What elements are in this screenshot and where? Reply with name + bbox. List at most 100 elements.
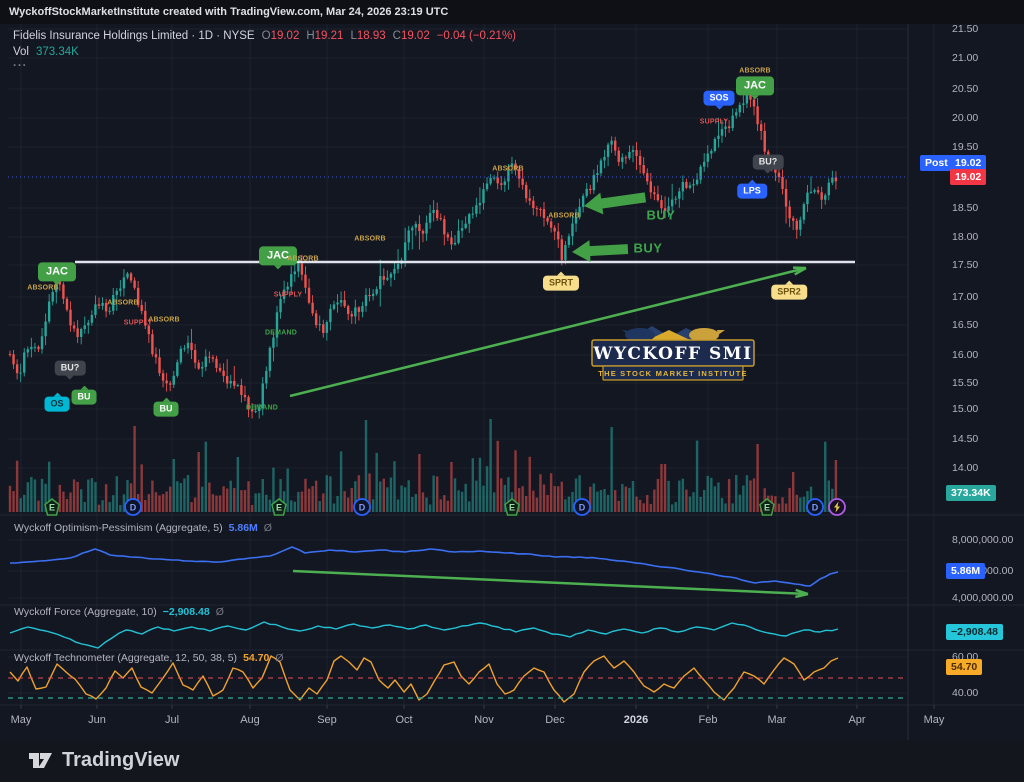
force-value-badge: −2,908.48 [946, 624, 1004, 640]
chart-label-absorb: ABSORB [739, 67, 771, 75]
price-tick-16.00: 16.00 [952, 349, 979, 361]
time-tick-aug: Aug [240, 714, 260, 726]
open-value: 19.02 [270, 30, 300, 42]
price-tick-14.00: 14.00 [952, 462, 979, 474]
price-tick-21.50: 21.50 [952, 23, 979, 35]
tech-hide-icon[interactable]: Ø [275, 652, 284, 664]
chart-label-jac[interactable]: JAC [258, 246, 298, 270]
chart-label-absorb: ABSORB [287, 255, 319, 263]
op-pane-value: 5.86M [228, 522, 258, 534]
chart-label-bu[interactable]: BU? [752, 154, 784, 174]
volume-label: Vol [13, 46, 29, 58]
force-pane-value: −2,908.48 [162, 606, 210, 618]
volume-marker-lightning[interactable] [828, 498, 846, 516]
volume-marker-d[interactable]: D [573, 498, 591, 516]
chart-label-buy: BUY [633, 240, 663, 256]
footer-bar: TradingView [0, 740, 1024, 782]
logo-subtitle: THE STOCK MARKET INSTITUTE [598, 369, 747, 378]
svg-text:D: D [130, 503, 137, 513]
time-tick-feb: Feb [698, 714, 718, 726]
svg-text:E: E [49, 503, 55, 513]
chart-label-jac[interactable]: JAC [735, 76, 775, 100]
volume-value-badge: 373.34K [946, 485, 996, 501]
close-label: C [392, 30, 401, 42]
time-tick-may: May [923, 714, 945, 726]
chart-label-absorb: ABSORB [492, 165, 524, 173]
pane2-tick: 8,000,000.00 [952, 534, 1014, 546]
op-hide-icon[interactable]: Ø [263, 522, 272, 534]
svg-text:E: E [276, 503, 282, 513]
chart-label-os[interactable]: OS [44, 392, 70, 412]
volume-marker-d[interactable]: D [353, 498, 371, 516]
pane-title-force[interactable]: Wyckoff Force (Aggregate, 10) −2,908.48 Ø [14, 606, 224, 618]
chart-label-demand: DEMAND [246, 404, 278, 412]
chart-label-bu[interactable]: BU? [54, 360, 86, 380]
price-tick-14.50: 14.50 [952, 433, 979, 445]
price-tick-21.00: 21.00 [952, 52, 979, 64]
volume-marker-e[interactable]: E [759, 498, 775, 516]
post-price-badge: 19.02 [950, 155, 987, 171]
chart-label-supply: SUPPLY [699, 118, 729, 126]
svg-text:D: D [579, 503, 586, 513]
svg-text:D: D [812, 503, 819, 513]
chart-label-bu[interactable]: BU [71, 385, 97, 405]
force-pane-name: Wyckoff Force (Aggregate, 10) [14, 606, 157, 618]
price-tick-18.00: 18.00 [952, 231, 979, 243]
price-tick-17.00: 17.00 [952, 291, 979, 303]
collapsed-indicators-ellipsis[interactable]: ··· [13, 60, 28, 72]
price-tick-18.50: 18.50 [952, 202, 979, 214]
volume-marker-d[interactable]: D [124, 498, 142, 516]
attribution-bar: WyckoffStockMarketInstitute created with… [0, 0, 1024, 24]
volume-marker-d[interactable]: D [806, 498, 824, 516]
price-tick-15.00: 15.00 [952, 403, 979, 415]
chart-label-bu[interactable]: BU [153, 397, 179, 417]
price-tick-17.50: 17.50 [952, 259, 979, 271]
time-tick-jun: Jun [88, 714, 106, 726]
price-tick-15.50: 15.50 [952, 377, 979, 389]
symbol-header[interactable]: Fidelis Insurance Holdings Limited · 1D … [13, 30, 516, 72]
op-value-badge: 5.86M [946, 563, 986, 579]
high-label: H [306, 30, 315, 42]
svg-text:E: E [509, 503, 515, 513]
chart-background [0, 24, 1024, 740]
chart-label-spr2[interactable]: SPR2 [771, 280, 807, 300]
volume-marker-e[interactable]: E [44, 498, 60, 516]
close-value: 19.02 [400, 30, 430, 42]
price-tick-20.00: 20.00 [952, 112, 979, 124]
time-tick-sep: Sep [317, 714, 337, 726]
last-price-badge: 19.02 [950, 169, 987, 185]
chart-label-demand: DEMAND [265, 329, 297, 337]
tradingview-logo-icon[interactable] [28, 749, 54, 773]
low-value: 18.93 [356, 30, 386, 42]
volume-value: 373.34K [36, 46, 79, 58]
chart-label-sos[interactable]: SOS [703, 90, 735, 110]
pane4-tick: 40.00 [952, 687, 979, 699]
price-tick-20.50: 20.50 [952, 83, 979, 95]
force-hide-icon[interactable]: Ø [215, 606, 224, 618]
time-tick-mar: Mar [767, 714, 787, 726]
pane-title-optimism-pessimism[interactable]: Wyckoff Optimism-Pessimism (Aggregate, 5… [14, 522, 272, 534]
svg-text:D: D [359, 503, 366, 513]
pane2-tick: 4,000,000.00 [952, 592, 1014, 604]
pane-title-technometer[interactable]: Wyckoff Technometer (Aggregate, 12, 50, … [14, 652, 284, 664]
time-tick-oct: Oct [395, 714, 413, 726]
low-label: L [350, 30, 357, 42]
symbol-title[interactable]: Fidelis Insurance Holdings Limited · 1D … [13, 30, 255, 42]
price-tick-19.50: 19.50 [952, 141, 979, 153]
chart-label-supply: SUPPLY [273, 291, 303, 299]
chart-label-sprt[interactable]: SPRT [542, 271, 580, 291]
tradingview-brand-text[interactable]: TradingView [62, 749, 180, 771]
volume-marker-e[interactable]: E [271, 498, 287, 516]
chart-label-jac[interactable]: JAC [37, 262, 77, 286]
chart-label-absorb: ABSORB [107, 299, 139, 307]
chart-label-absorb: ABSORB [548, 212, 580, 220]
chart-label-lps[interactable]: LPS [737, 179, 767, 199]
chart-label-buy: BUY [646, 207, 676, 223]
time-tick-apr: Apr [848, 714, 866, 726]
attribution-text: WyckoffStockMarketInstitute created with… [9, 6, 449, 18]
volume-marker-e[interactable]: E [504, 498, 520, 516]
